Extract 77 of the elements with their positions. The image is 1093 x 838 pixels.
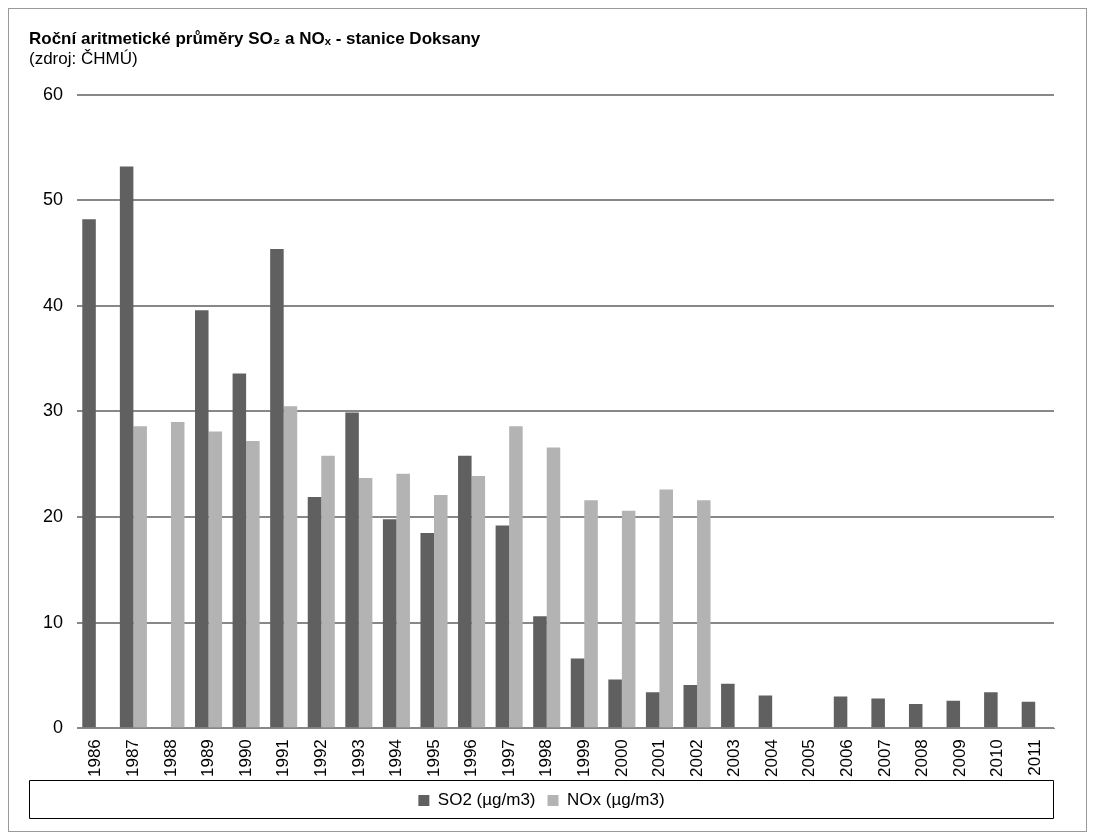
bar bbox=[533, 616, 547, 728]
chart-title: Roční aritmetické průměry SO₂ a NOₓ - stanice Doksany bbox=[29, 28, 481, 48]
x-tick-label: 1986 bbox=[85, 739, 105, 778]
bar bbox=[246, 441, 260, 728]
x-tick-label: 2000 bbox=[611, 739, 631, 778]
bar bbox=[570, 658, 585, 728]
bar bbox=[495, 525, 510, 728]
bar bbox=[283, 406, 298, 728]
bar bbox=[321, 455, 335, 728]
bar bbox=[133, 426, 147, 728]
y-tick-label: 0 bbox=[53, 717, 64, 738]
bar bbox=[345, 412, 359, 728]
bar bbox=[683, 684, 698, 728]
bar bbox=[758, 695, 773, 728]
y-tick-label: 30 bbox=[42, 400, 64, 421]
bar bbox=[509, 426, 523, 728]
bar bbox=[659, 489, 673, 728]
bar bbox=[471, 475, 486, 728]
y-tick-label: 20 bbox=[42, 506, 64, 527]
x-tick-label: 2006 bbox=[837, 739, 857, 778]
x-tick-label: 1996 bbox=[461, 739, 481, 778]
bar bbox=[833, 696, 848, 728]
x-tick-label: 2011 bbox=[1024, 739, 1044, 776]
bar bbox=[946, 700, 961, 728]
bar bbox=[270, 248, 284, 728]
bar bbox=[1021, 701, 1036, 728]
bar bbox=[307, 497, 322, 728]
x-tick-label: 1998 bbox=[536, 739, 556, 778]
bar bbox=[195, 310, 209, 728]
bar bbox=[546, 447, 561, 728]
x-tick-label: 1991 bbox=[273, 739, 293, 778]
y-tick-label: 40 bbox=[42, 294, 64, 315]
bar bbox=[458, 455, 472, 728]
x-tick-label: 2009 bbox=[949, 739, 969, 778]
bar bbox=[697, 500, 711, 728]
bar bbox=[208, 431, 223, 728]
x-tick-label: 1987 bbox=[123, 739, 143, 778]
chart-subtitle: (zdroj: ČHMÚ) bbox=[29, 49, 138, 69]
bar bbox=[871, 698, 885, 728]
bar bbox=[908, 703, 923, 728]
bar bbox=[396, 473, 410, 728]
x-tick-label: 1995 bbox=[423, 739, 443, 778]
x-tick-label: 1999 bbox=[573, 739, 593, 778]
legend-label: SO2 (µg/m3) bbox=[437, 790, 536, 810]
x-tick-label: 1988 bbox=[160, 739, 180, 778]
bar bbox=[82, 219, 96, 728]
bar bbox=[382, 519, 397, 728]
bar bbox=[119, 166, 134, 728]
x-tick-label: 1992 bbox=[310, 739, 330, 778]
bar bbox=[358, 478, 373, 728]
bar bbox=[608, 679, 622, 728]
x-tick-label: 1994 bbox=[386, 739, 406, 778]
bar bbox=[433, 494, 448, 728]
bar bbox=[721, 683, 735, 728]
bar bbox=[170, 422, 185, 728]
x-tick-label: 2005 bbox=[799, 739, 819, 778]
x-tick-label: 1989 bbox=[198, 739, 218, 778]
x-tick-label: 2002 bbox=[686, 739, 706, 778]
bar bbox=[584, 500, 598, 728]
bar bbox=[232, 373, 247, 728]
bar bbox=[645, 692, 660, 728]
x-tick-label: 1997 bbox=[498, 739, 518, 778]
x-tick-label: 2004 bbox=[761, 739, 781, 778]
x-tick-label: 1993 bbox=[348, 739, 368, 778]
y-tick-label: 50 bbox=[42, 189, 64, 210]
x-tick-label: 2001 bbox=[649, 739, 669, 778]
legend-label: NOx (µg/m3) bbox=[567, 790, 665, 810]
bar bbox=[420, 532, 434, 728]
x-tick-label: 2010 bbox=[987, 739, 1007, 778]
x-tick-label: 1990 bbox=[235, 739, 255, 778]
bar bbox=[984, 692, 998, 728]
y-tick-label: 60 bbox=[42, 83, 64, 104]
x-tick-label: 2007 bbox=[874, 739, 894, 778]
y-tick-label: 10 bbox=[42, 611, 64, 632]
x-tick-label: 2008 bbox=[912, 739, 932, 778]
x-tick-label: 2003 bbox=[724, 739, 744, 778]
bar bbox=[621, 510, 636, 728]
